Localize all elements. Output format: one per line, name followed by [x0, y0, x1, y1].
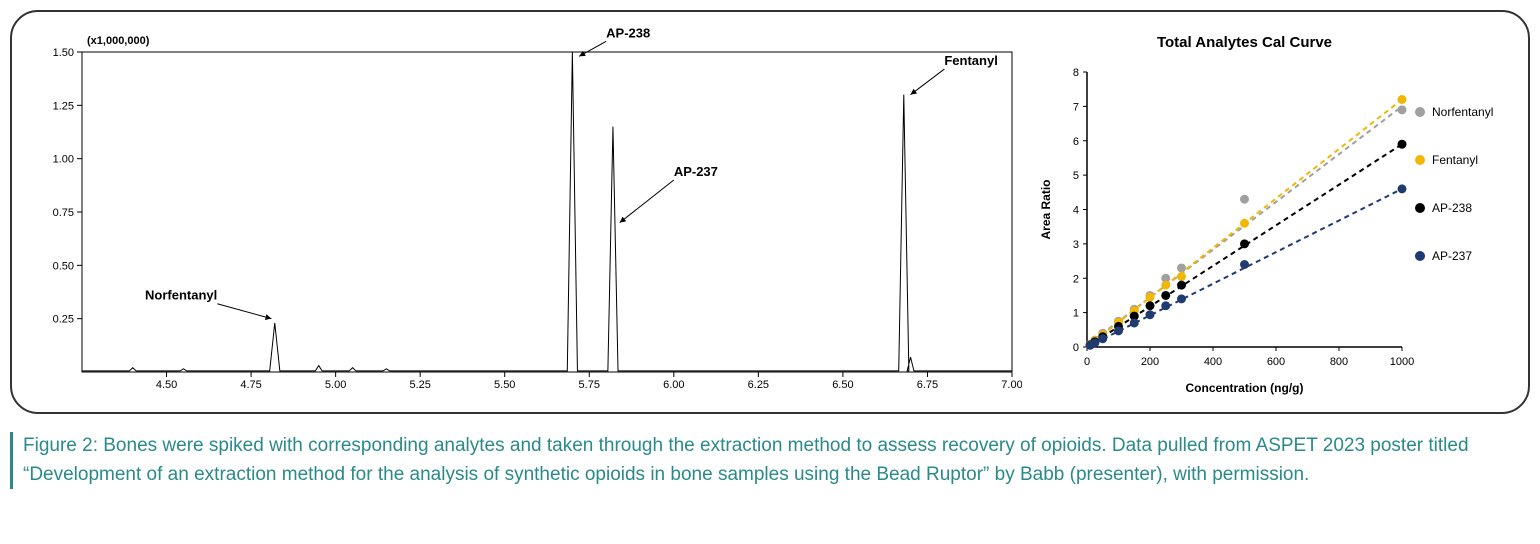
svg-text:5.25: 5.25 — [409, 379, 430, 391]
svg-text:600: 600 — [1267, 356, 1285, 368]
svg-text:5.75: 5.75 — [579, 379, 600, 391]
svg-text:2: 2 — [1073, 273, 1079, 285]
svg-text:4.50: 4.50 — [156, 379, 177, 391]
svg-text:Area Ratio: Area Ratio — [1039, 179, 1053, 239]
svg-text:6: 6 — [1073, 136, 1079, 148]
svg-text:6.00: 6.00 — [663, 379, 684, 391]
svg-text:6.25: 6.25 — [748, 379, 769, 391]
svg-text:AP-237: AP-237 — [1432, 249, 1472, 263]
svg-text:6.50: 6.50 — [832, 379, 853, 391]
svg-text:Norfentanyl: Norfentanyl — [145, 288, 217, 303]
svg-text:0: 0 — [1084, 356, 1090, 368]
svg-text:5: 5 — [1073, 170, 1079, 182]
svg-text:7: 7 — [1073, 101, 1079, 113]
svg-text:1000: 1000 — [1390, 356, 1414, 368]
figure-panel: (x1,000,000) 0.25 0.50 0.75 1.00 1.25 1.50 4.50… — [10, 10, 1530, 414]
svg-text:4: 4 — [1073, 205, 1079, 217]
svg-text:1: 1 — [1073, 308, 1079, 320]
svg-text:800: 800 — [1330, 356, 1348, 368]
svg-text:0.50: 0.50 — [53, 260, 74, 272]
calibration-chart: Total Analytes Cal Curve 0 1 2 3 4 5 6 7 8 0 200 400… — [1032, 22, 1512, 402]
svg-text:6.75: 6.75 — [917, 379, 938, 391]
svg-text:AP-237: AP-237 — [674, 164, 718, 179]
svg-text:Norfentanyl: Norfentanyl — [1432, 105, 1493, 119]
chromatogram-chart: (x1,000,000) 0.25 0.50 0.75 1.00 1.25 1.50 4.50… — [22, 22, 1022, 402]
svg-text:1.25: 1.25 — [53, 100, 74, 112]
svg-text:(x1,000,000): (x1,000,000) — [87, 35, 150, 47]
svg-text:Total Analytes Cal Curve: Total Analytes Cal Curve — [1157, 34, 1332, 51]
svg-text:Fentanyl: Fentanyl — [1432, 153, 1478, 167]
caption-text: Figure 2: Bones were spiked with corresp… — [23, 435, 1469, 485]
svg-text:0: 0 — [1073, 342, 1079, 354]
svg-text:5.00: 5.00 — [325, 379, 346, 391]
svg-text:0.25: 0.25 — [53, 314, 74, 326]
figure-caption: Figure 2: Bones were spiked with corresp… — [10, 432, 1530, 489]
svg-text:400: 400 — [1204, 356, 1222, 368]
svg-text:AP-238: AP-238 — [1432, 201, 1472, 215]
svg-text:8: 8 — [1073, 67, 1079, 79]
svg-text:Concentration (ng/g): Concentration (ng/g) — [1186, 381, 1304, 395]
svg-text:200: 200 — [1141, 356, 1159, 368]
svg-text:1.50: 1.50 — [53, 47, 74, 59]
svg-text:Fentanyl: Fentanyl — [944, 53, 997, 68]
chromatogram-svg: (x1,000,000) 0.25 0.50 0.75 1.00 1.25 1.50 4.50… — [22, 22, 1022, 402]
svg-text:1.00: 1.00 — [53, 154, 74, 166]
svg-text:5.50: 5.50 — [494, 379, 515, 391]
svg-text:3: 3 — [1073, 239, 1079, 251]
svg-text:AP-238: AP-238 — [606, 25, 650, 40]
svg-text:0.75: 0.75 — [53, 207, 74, 219]
svg-text:4.75: 4.75 — [240, 379, 261, 391]
svg-text:7.00: 7.00 — [1001, 379, 1022, 391]
calibration-svg: Total Analytes Cal Curve 0 1 2 3 4 5 6 7 8 0 200 400… — [1032, 22, 1512, 402]
